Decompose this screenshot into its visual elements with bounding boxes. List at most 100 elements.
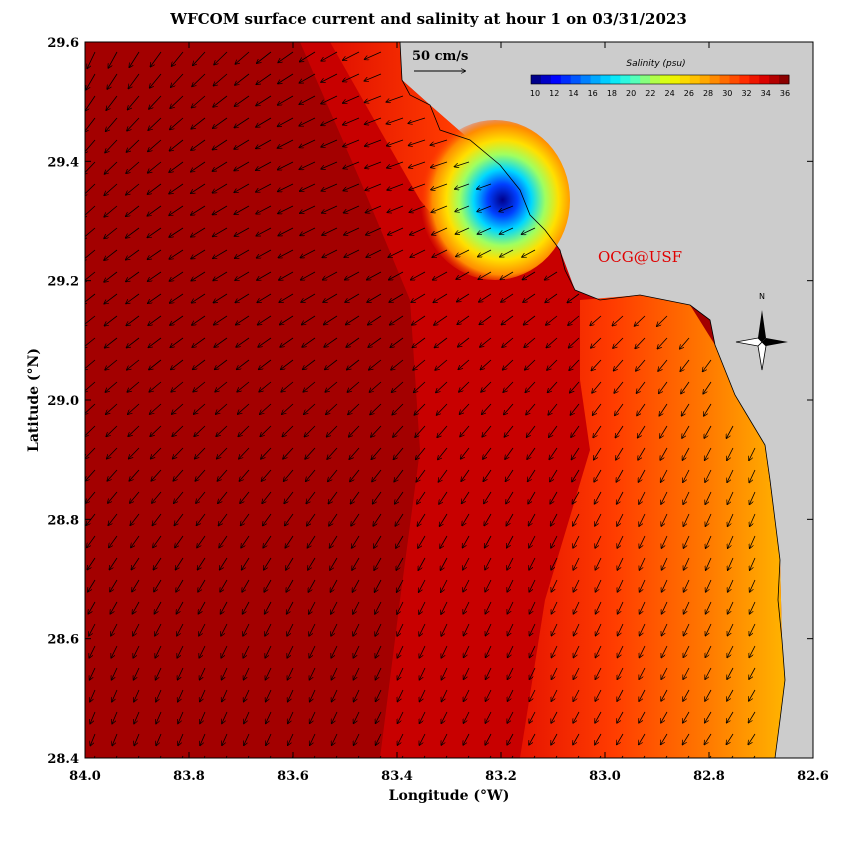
current-vector xyxy=(329,491,338,503)
current-vector xyxy=(264,579,272,592)
current-vector xyxy=(662,601,668,614)
current-vector xyxy=(573,513,580,526)
current-vector xyxy=(661,491,668,504)
current-vector xyxy=(310,733,316,745)
current-vector xyxy=(133,645,140,658)
current-vector xyxy=(640,645,646,657)
current-vector xyxy=(106,381,118,392)
current-vector xyxy=(155,623,162,636)
current-vector xyxy=(522,249,536,257)
current-vector xyxy=(463,733,470,745)
current-vector xyxy=(568,293,580,303)
current-vector xyxy=(376,689,382,701)
current-vector xyxy=(525,359,536,370)
credit-label: OCG@USF xyxy=(598,248,682,266)
current-vector xyxy=(308,557,316,570)
current-vector xyxy=(325,381,338,392)
current-vector xyxy=(506,513,514,526)
current-vector xyxy=(191,271,206,281)
current-vector xyxy=(728,557,734,570)
current-vector xyxy=(434,315,448,325)
current-vector xyxy=(750,491,756,504)
current-vector xyxy=(126,315,140,325)
current-vector xyxy=(374,557,382,570)
current-vector xyxy=(396,557,404,570)
current-vector xyxy=(85,249,96,260)
colorbar-tick-label: 28 xyxy=(703,89,713,98)
current-vector xyxy=(299,117,316,126)
current-vector xyxy=(300,73,316,83)
current-vector xyxy=(134,733,140,745)
current-vector xyxy=(545,293,558,302)
current-vector xyxy=(216,403,228,414)
current-vector xyxy=(500,249,514,257)
current-vector xyxy=(287,623,294,636)
current-vector xyxy=(680,337,690,349)
current-vector xyxy=(397,623,404,636)
current-vector xyxy=(262,491,272,503)
current-vector xyxy=(350,469,360,481)
colorbar-swatch xyxy=(610,75,621,84)
current-vector xyxy=(749,645,756,657)
current-vector xyxy=(409,161,426,168)
current-vector xyxy=(288,689,294,701)
current-vector xyxy=(104,227,118,238)
current-vector xyxy=(216,425,228,436)
current-vector xyxy=(485,579,492,592)
current-vector xyxy=(218,469,228,481)
current-vector xyxy=(153,513,162,525)
current-vector xyxy=(638,447,646,460)
current-vector xyxy=(727,667,734,679)
current-vector xyxy=(431,183,448,190)
current-vector xyxy=(660,447,668,460)
current-vector xyxy=(456,249,470,257)
current-vector xyxy=(639,535,646,548)
current-vector xyxy=(420,667,426,680)
current-vector xyxy=(105,337,118,348)
current-vector xyxy=(170,271,184,281)
current-vector xyxy=(156,667,162,680)
colorbar-swatch xyxy=(749,75,760,84)
current-vector xyxy=(388,249,404,257)
current-vector xyxy=(129,469,140,481)
current-vector xyxy=(551,711,558,723)
current-vector xyxy=(749,711,756,722)
current-vector xyxy=(477,205,492,212)
current-vector xyxy=(551,733,558,745)
current-vector xyxy=(149,95,162,109)
current-vector xyxy=(614,359,624,371)
current-vector xyxy=(684,535,690,548)
current-vector xyxy=(661,733,668,744)
current-vector xyxy=(640,579,646,592)
current-vector xyxy=(437,403,448,415)
current-vector xyxy=(551,513,558,526)
current-vector xyxy=(286,557,294,570)
current-vector xyxy=(486,623,492,635)
current-vector xyxy=(149,381,162,392)
current-vector xyxy=(500,227,514,234)
colorbar-swatch xyxy=(540,75,552,84)
current-vector xyxy=(235,227,250,236)
current-vector xyxy=(112,667,118,680)
current-vector xyxy=(148,293,162,303)
current-vector xyxy=(354,733,360,745)
current-vector xyxy=(416,447,426,459)
current-vector xyxy=(415,425,426,437)
current-vector xyxy=(617,557,624,570)
colorbar-tick-label: 14 xyxy=(568,89,578,98)
current-vector xyxy=(326,403,338,414)
current-vector xyxy=(749,689,756,701)
current-vector xyxy=(462,513,470,525)
current-vector xyxy=(259,359,272,369)
current-vector xyxy=(256,183,272,192)
current-vector xyxy=(306,469,316,481)
current-vector xyxy=(171,337,184,347)
colorbar-swatch xyxy=(630,75,641,84)
current-vector xyxy=(482,425,492,437)
current-vector xyxy=(463,579,470,592)
current-vector xyxy=(169,161,184,172)
current-vector xyxy=(507,733,514,745)
current-vector xyxy=(376,733,382,745)
current-vector xyxy=(617,689,624,701)
colorbar-tick-label: 36 xyxy=(780,89,790,98)
